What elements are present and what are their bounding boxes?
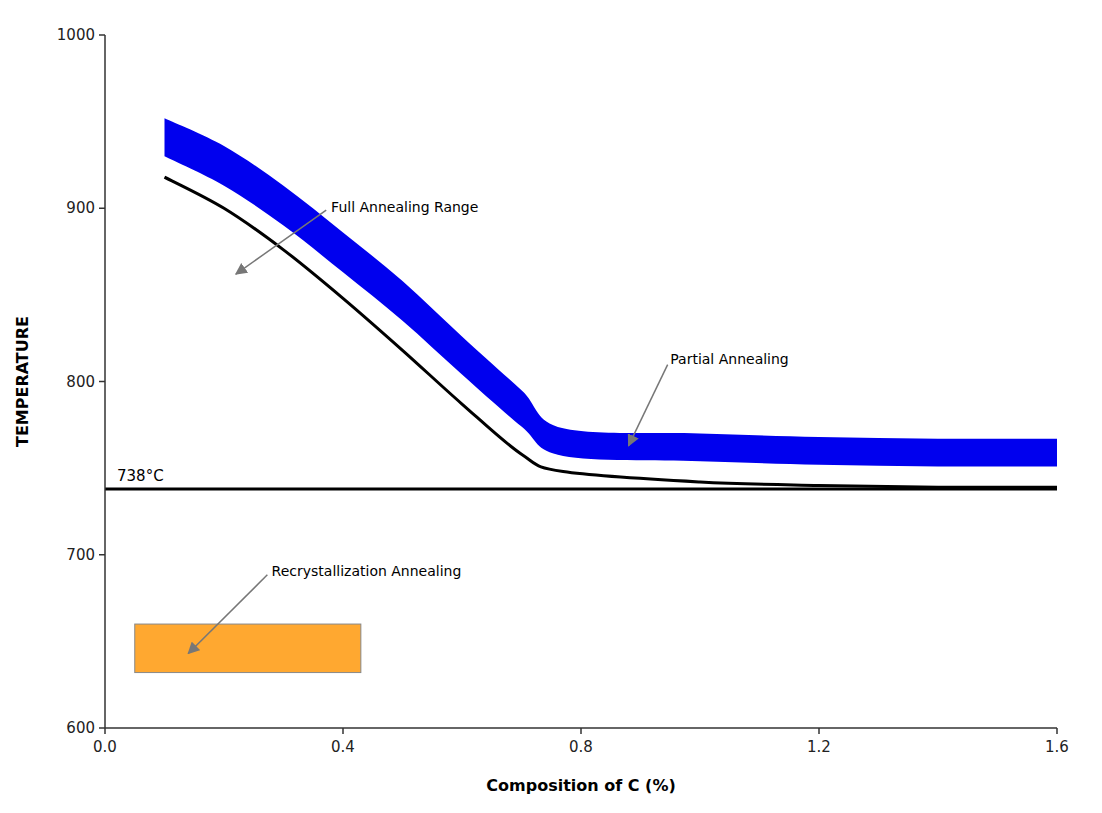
band <box>165 118 1058 466</box>
plot-area <box>105 118 1057 672</box>
axes: 0.0 0.4 0.8 1.2 1.6 600 700 800 900 1000 <box>57 26 1069 756</box>
chart: 738°C Full Annealing Range Partial Anneali… <box>0 0 1102 813</box>
y-tick-label: 600 <box>66 719 95 737</box>
y-tick <box>99 208 105 210</box>
annotation-arrow <box>188 575 267 654</box>
line <box>165 177 1058 487</box>
y-tick <box>99 554 105 556</box>
x-tick <box>818 728 820 734</box>
y-tick-label: 900 <box>66 199 95 217</box>
annotation: Full Annealing Range <box>331 199 478 215</box>
x-tick-label: 0.8 <box>569 738 593 756</box>
x-tick-label: 0.0 <box>93 738 117 756</box>
x-tick <box>1056 728 1058 734</box>
x-tick-label: 1.6 <box>1045 738 1069 756</box>
reference-line <box>105 487 1057 490</box>
y-tick <box>99 34 105 36</box>
annotation-arrow <box>629 365 668 446</box>
y-axis-label: TEMPERATURE <box>13 316 32 447</box>
y-tick <box>99 727 105 729</box>
x-tick-label: 0.4 <box>331 738 355 756</box>
x-tick <box>580 728 582 734</box>
x-tick-label: 1.2 <box>807 738 831 756</box>
y-tick <box>99 381 105 383</box>
x-axis-label: Composition of C (%) <box>486 776 675 795</box>
y-tick-label: 1000 <box>57 26 95 44</box>
x-tick <box>342 728 344 734</box>
annotation: Recrystallization Annealing <box>272 563 462 579</box>
reference-label: 738°C <box>117 467 164 485</box>
annotation: Partial Annealing <box>670 351 789 367</box>
annotation-arrow <box>236 210 326 274</box>
y-tick-label: 700 <box>66 546 95 564</box>
region <box>135 624 361 673</box>
x-tick <box>104 728 106 734</box>
y-tick-label: 800 <box>66 373 95 391</box>
